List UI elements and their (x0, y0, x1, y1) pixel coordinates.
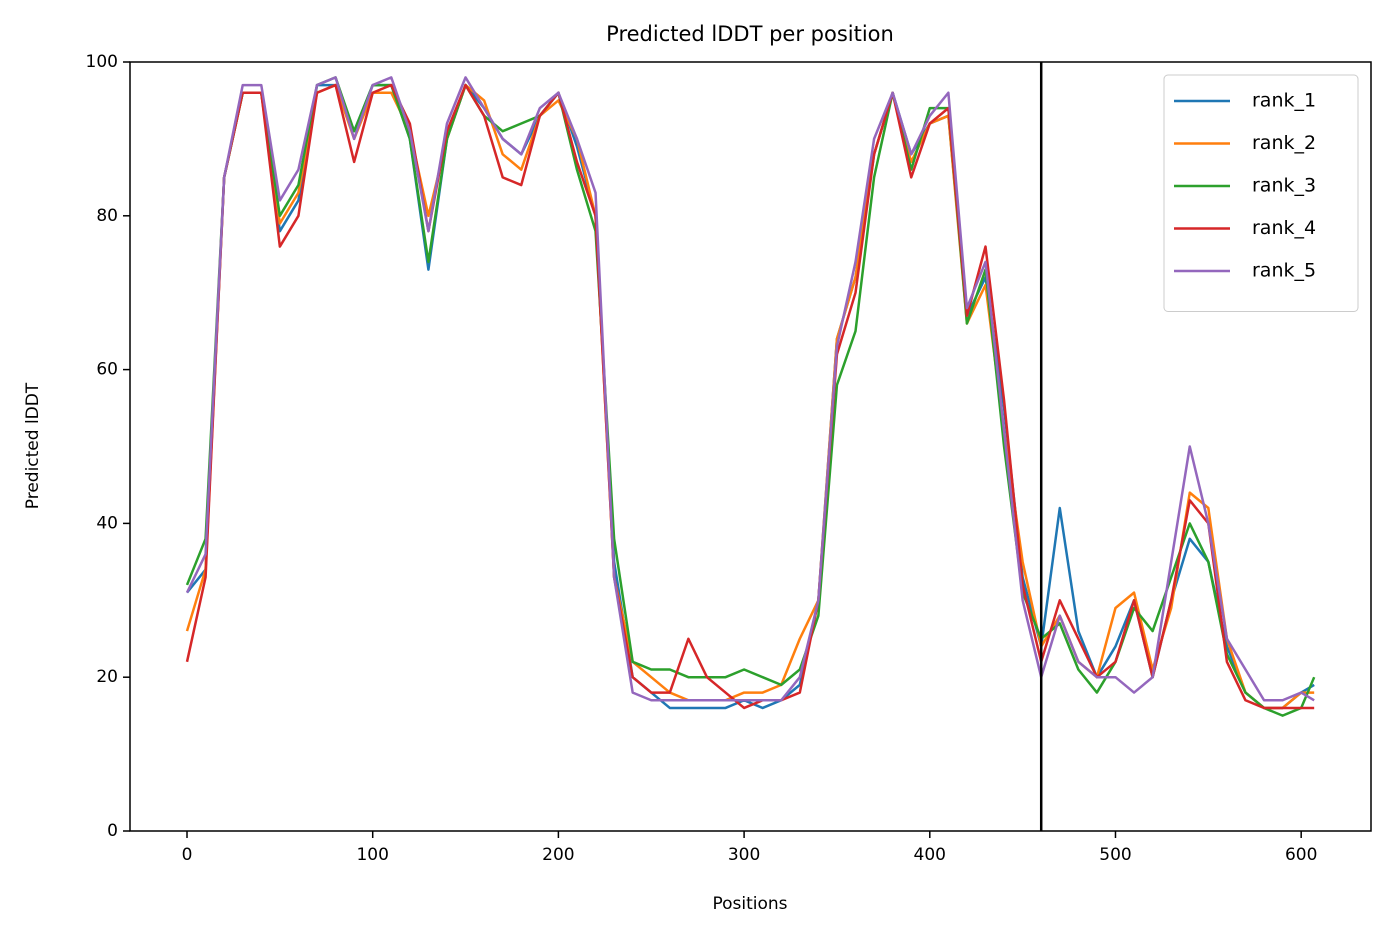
x-tick-label: 200 (542, 845, 574, 865)
y-tick-label: 100 (86, 52, 118, 72)
legend-label: rank_3 (1252, 175, 1316, 197)
y-tick-label: 80 (96, 206, 118, 226)
y-tick-label: 20 (96, 667, 118, 687)
x-axis-label: Positions (712, 894, 787, 914)
chart-title: Predicted lDDT per position (606, 22, 894, 46)
plot-frame (129, 61, 1372, 832)
x-tick-label: 100 (356, 845, 388, 865)
x-tick-label: 600 (1285, 845, 1317, 865)
y-tick-label: 0 (107, 821, 118, 841)
x-tick-label: 500 (1099, 845, 1131, 865)
series-line (185, 76, 1315, 702)
x-tick-label: 300 (728, 845, 760, 865)
y-tick-label: 40 (96, 513, 118, 533)
y-axis-label: Predicted lDDT (23, 382, 43, 509)
x-tick-label: 0 (182, 845, 193, 865)
legend-label: rank_5 (1252, 260, 1316, 282)
legend-label: rank_2 (1252, 132, 1316, 154)
legend-label: rank_4 (1252, 217, 1316, 239)
legend-box (1163, 74, 1359, 312)
series-line (185, 83, 1315, 710)
y-tick-label: 60 (96, 360, 118, 380)
x-tick-label: 400 (914, 845, 946, 865)
legend-label: rank_1 (1252, 90, 1316, 112)
